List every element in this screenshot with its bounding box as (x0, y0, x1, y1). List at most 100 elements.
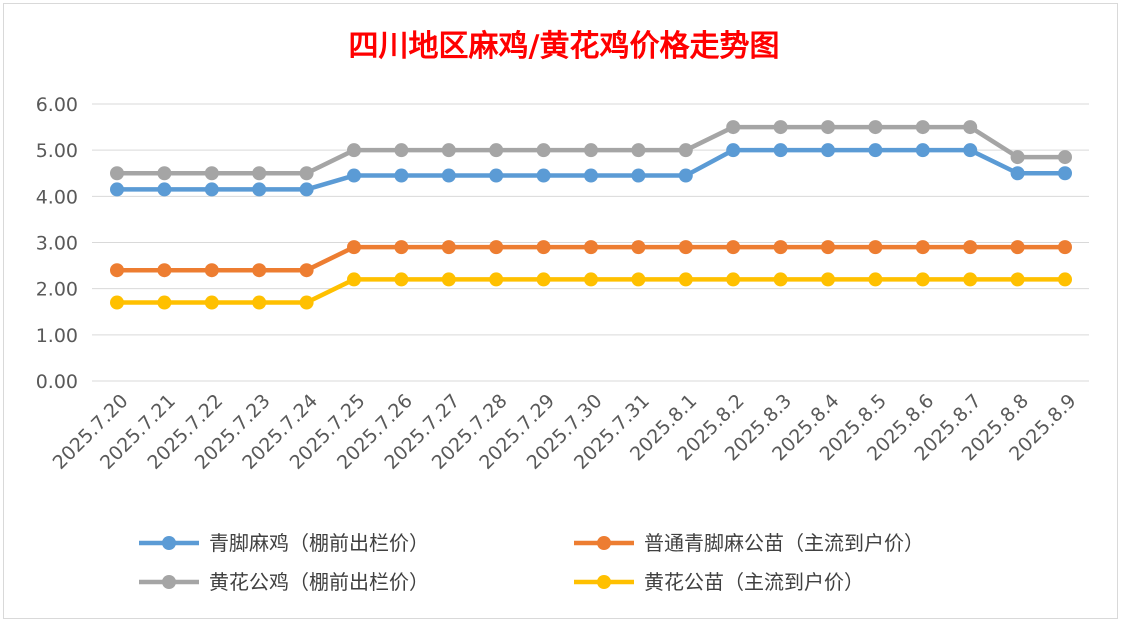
data-point (963, 143, 978, 158)
data-point (631, 240, 646, 255)
data-point (726, 240, 741, 255)
legend-item: 黄花公苗（主流到户价） (574, 570, 864, 594)
data-point (584, 240, 598, 255)
y-tick-label: 6.00 (36, 94, 78, 116)
y-tick-label: 3.00 (36, 233, 78, 255)
legend-label: 青脚麻鸡（棚前出栏价） (209, 531, 429, 555)
data-point (347, 168, 361, 183)
data-point (204, 182, 219, 197)
data-point (963, 272, 978, 287)
series-1 (110, 143, 1072, 197)
data-point (157, 295, 172, 310)
data-point (489, 272, 504, 287)
chart-title: 四川地区麻鸡/黄花鸡价格走势图 (349, 29, 780, 64)
data-point (347, 240, 361, 255)
legend: 青脚麻鸡（棚前出栏价） 普通青脚麻公苗（主流到户价） 黄花公鸡（棚前出栏价） 黄花公苗… (139, 531, 924, 594)
data-point (726, 272, 741, 287)
data-point (584, 143, 598, 158)
data-point (726, 120, 741, 135)
legend-label: 普通青脚麻公苗（主流到户价） (644, 531, 924, 555)
data-point (1010, 150, 1025, 165)
data-point (773, 272, 788, 287)
data-point (536, 272, 551, 287)
y-tick-label: 1.00 (36, 325, 78, 347)
data-point (252, 166, 267, 181)
data-point (1058, 166, 1072, 181)
data-point (915, 272, 930, 287)
data-point (110, 182, 124, 197)
data-point (394, 143, 409, 158)
data-point (821, 120, 835, 135)
data-point (536, 168, 551, 183)
data-point (821, 240, 835, 255)
legend-label: 黄花公苗（主流到户价） (644, 570, 864, 594)
data-point (441, 240, 456, 255)
data-point (963, 120, 978, 135)
y-tick-label: 2.00 (36, 279, 78, 301)
data-point (915, 143, 930, 158)
data-point (1058, 240, 1072, 255)
data-point (441, 143, 456, 158)
data-point (299, 166, 314, 181)
data-point (821, 143, 835, 158)
line-chart: 四川地区麻鸡/黄花鸡价格走势图 0.00 1.00 2.00 3.00 4.00 5.00… (36, 29, 1089, 594)
legend-item: 黄花公鸡（棚前出栏价） (139, 570, 429, 594)
data-point (773, 240, 788, 255)
series-4 (110, 272, 1072, 310)
data-point (678, 272, 693, 287)
y-tick-label: 5.00 (36, 140, 78, 162)
data-point (868, 240, 883, 255)
data-point (394, 272, 409, 287)
legend-item: 青脚麻鸡（棚前出栏价） (139, 531, 429, 555)
data-point (915, 120, 930, 135)
y-tick-label: 4.00 (36, 186, 78, 208)
data-point (394, 168, 409, 183)
series-lines (110, 120, 1072, 310)
data-point (489, 240, 504, 255)
data-point (1058, 150, 1072, 165)
data-point (1010, 166, 1025, 181)
data-point (584, 168, 598, 183)
y-tick-label: 0.00 (36, 371, 78, 393)
data-point (678, 168, 693, 183)
data-point (347, 272, 361, 287)
data-point (204, 166, 219, 181)
chart-frame: 四川地区麻鸡/黄花鸡价格走势图 0.00 1.00 2.00 3.00 4.00 5.00… (3, 3, 1118, 619)
data-point (1058, 272, 1072, 287)
data-point (868, 272, 883, 287)
data-point (1010, 272, 1025, 287)
data-point (157, 166, 172, 181)
data-point (157, 263, 172, 278)
data-point (157, 182, 172, 197)
data-point (441, 168, 456, 183)
data-point (441, 272, 456, 287)
data-point (678, 240, 693, 255)
data-point (204, 263, 219, 278)
data-point (394, 240, 409, 255)
data-point (915, 240, 930, 255)
data-point (773, 120, 788, 135)
data-point (631, 168, 646, 183)
data-point (110, 263, 124, 278)
data-point (773, 143, 788, 158)
data-point (821, 272, 835, 287)
legend-swatch-marker (597, 536, 611, 550)
data-point (299, 182, 314, 197)
data-point (489, 143, 504, 158)
data-point (631, 272, 646, 287)
legend-swatch-marker (597, 575, 611, 589)
data-point (536, 240, 551, 255)
data-point (299, 263, 314, 278)
data-point (868, 120, 883, 135)
legend-swatch-marker (162, 575, 176, 589)
series-3 (110, 120, 1072, 181)
data-point (110, 295, 124, 310)
data-point (110, 166, 124, 181)
data-point (252, 295, 267, 310)
data-point (252, 263, 267, 278)
data-point (963, 240, 978, 255)
data-point (678, 143, 693, 158)
data-point (204, 295, 219, 310)
data-point (868, 143, 883, 158)
data-point (726, 143, 741, 158)
